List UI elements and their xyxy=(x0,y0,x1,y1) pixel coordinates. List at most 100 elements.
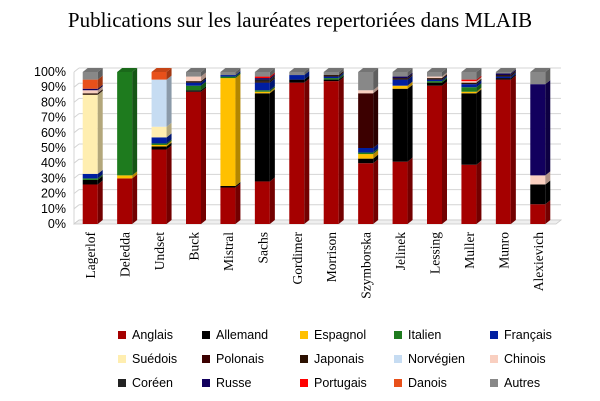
legend-item: Autres xyxy=(490,376,540,390)
legend-item: Français xyxy=(490,328,552,342)
axis-layer: 0%10%20% 30%40%50%60%70% 80%90%100% xyxy=(34,65,66,231)
legend-swatch xyxy=(118,355,126,363)
bar-segment-anglais xyxy=(117,174,138,224)
bar-segment-français xyxy=(82,169,103,179)
bar-segment-anglais xyxy=(220,183,241,224)
bar-segment-suédois xyxy=(151,122,172,138)
x-tick-label: Szymborska xyxy=(359,232,374,299)
bar-segment-chinois xyxy=(427,72,447,79)
x-tick-label: Undset xyxy=(152,232,167,270)
legend-label: Danois xyxy=(408,376,447,390)
gridline-side xyxy=(73,143,80,149)
bar-segment-allemand xyxy=(427,78,447,86)
bar-segment-français xyxy=(186,78,206,86)
bar-segment-espagnol xyxy=(151,140,172,147)
bar-segment-norvégien xyxy=(151,75,172,127)
y-tick-label: 20% xyxy=(41,187,66,201)
gridline-side xyxy=(73,189,80,194)
bar-segment-italien xyxy=(117,68,138,176)
gridline-side xyxy=(73,174,80,179)
x-tick-label: Alexievich xyxy=(531,232,546,291)
bar-segment-français xyxy=(220,71,241,77)
bar-segment-russe xyxy=(392,72,413,79)
bar-segment-espagnol xyxy=(392,81,413,89)
bar-segment-japonais xyxy=(392,74,413,80)
gridline-side xyxy=(73,128,80,134)
y-tick-label: 40% xyxy=(41,156,66,170)
x-tick-label: Muller xyxy=(462,232,477,269)
legend-swatch xyxy=(394,331,402,339)
y-tick-label: 60% xyxy=(41,126,66,140)
bar-segment-russe xyxy=(530,80,551,176)
bar-segment-portugais xyxy=(461,75,482,82)
legend-item: Chinois xyxy=(490,352,546,366)
legend-swatch xyxy=(202,379,210,387)
bar-segment-allemand xyxy=(495,74,516,80)
bar-segment-japonais xyxy=(323,71,344,77)
legend-swatch xyxy=(300,355,308,363)
bar-segment-anglais xyxy=(82,180,103,224)
bar-segment-japonais xyxy=(254,77,275,83)
bar-segment-anglais xyxy=(254,177,275,224)
y-tick-label: 0% xyxy=(48,217,66,231)
legend-swatch xyxy=(118,379,126,387)
bar-segment-français xyxy=(323,72,344,79)
legend-swatch xyxy=(202,355,210,363)
bar-segment-espagnol xyxy=(461,87,482,94)
bar-segment-chinois xyxy=(186,72,206,82)
bar-segment-chinois xyxy=(461,77,482,83)
legend-swatch xyxy=(118,331,126,339)
x-tick-label: Buck xyxy=(187,232,202,261)
y-tick-label: 30% xyxy=(41,171,66,185)
bar-segment-italien xyxy=(82,174,103,180)
bar-segment-autres xyxy=(220,68,241,76)
legend-item: Danois xyxy=(394,376,447,390)
bar-segment-danois xyxy=(151,68,172,80)
bar-segment-italien xyxy=(220,72,241,79)
y-tick-label: 90% xyxy=(41,80,66,94)
bar-segment-japonais xyxy=(186,77,206,83)
bar-segment-autres xyxy=(461,68,482,80)
legend-item: Suédois xyxy=(118,352,177,366)
bar-segment-anglais xyxy=(323,77,344,225)
legend-label: Italien xyxy=(408,328,442,342)
legend-label: Russe xyxy=(216,376,252,390)
bar-segment-anglais xyxy=(530,200,551,224)
bar-segment-autres xyxy=(289,68,310,76)
bar-segment-espagnol xyxy=(358,150,379,159)
gridline-side xyxy=(73,204,80,210)
grid-layer xyxy=(72,67,563,225)
legend-item: Italien xyxy=(394,328,441,342)
gridline-side xyxy=(73,158,80,164)
bar-segment-japonais xyxy=(427,74,447,80)
bar-segment-allemand xyxy=(82,175,103,185)
legend-swatch xyxy=(300,331,308,339)
plot-area: 0%10%20% 30%40%50%60%70% 80%90%100% Lagerl… xyxy=(34,65,563,299)
bar-segment-français xyxy=(495,72,516,79)
bar-segment-autres xyxy=(323,68,344,76)
bar-segment-allemand xyxy=(254,89,275,182)
x-tick-label: Mistral xyxy=(221,232,236,271)
legend-label: Anglais xyxy=(132,328,173,342)
legend-label: Portugais xyxy=(314,376,367,390)
chart-title: Publications sur les lauréates repertori… xyxy=(67,8,533,32)
bar-segment-anglais xyxy=(358,159,379,224)
bar-segment-anglais xyxy=(186,87,206,224)
bar-segment-coréen xyxy=(254,75,275,82)
legend-item: Allemand xyxy=(202,328,268,342)
x-tick-label: Munro xyxy=(496,232,511,269)
x-tick-label: Jelinek xyxy=(393,232,408,270)
legend-item: Coréen xyxy=(118,376,173,390)
gridline-side xyxy=(73,113,80,118)
bar-segment-français xyxy=(254,78,275,91)
bar-segment-allemand xyxy=(461,89,482,165)
y-tick-label: 80% xyxy=(41,95,66,109)
legend-label: Polonais xyxy=(216,352,264,366)
gridline-side xyxy=(73,98,80,103)
bar-segment-espagnol xyxy=(254,87,275,94)
bar-segment-portugais xyxy=(254,72,275,79)
legend-item: Anglais xyxy=(118,328,173,342)
bar-segment-espagnol xyxy=(117,171,138,179)
legend-label: Français xyxy=(504,328,552,342)
bar-segment-allemand xyxy=(358,154,379,164)
